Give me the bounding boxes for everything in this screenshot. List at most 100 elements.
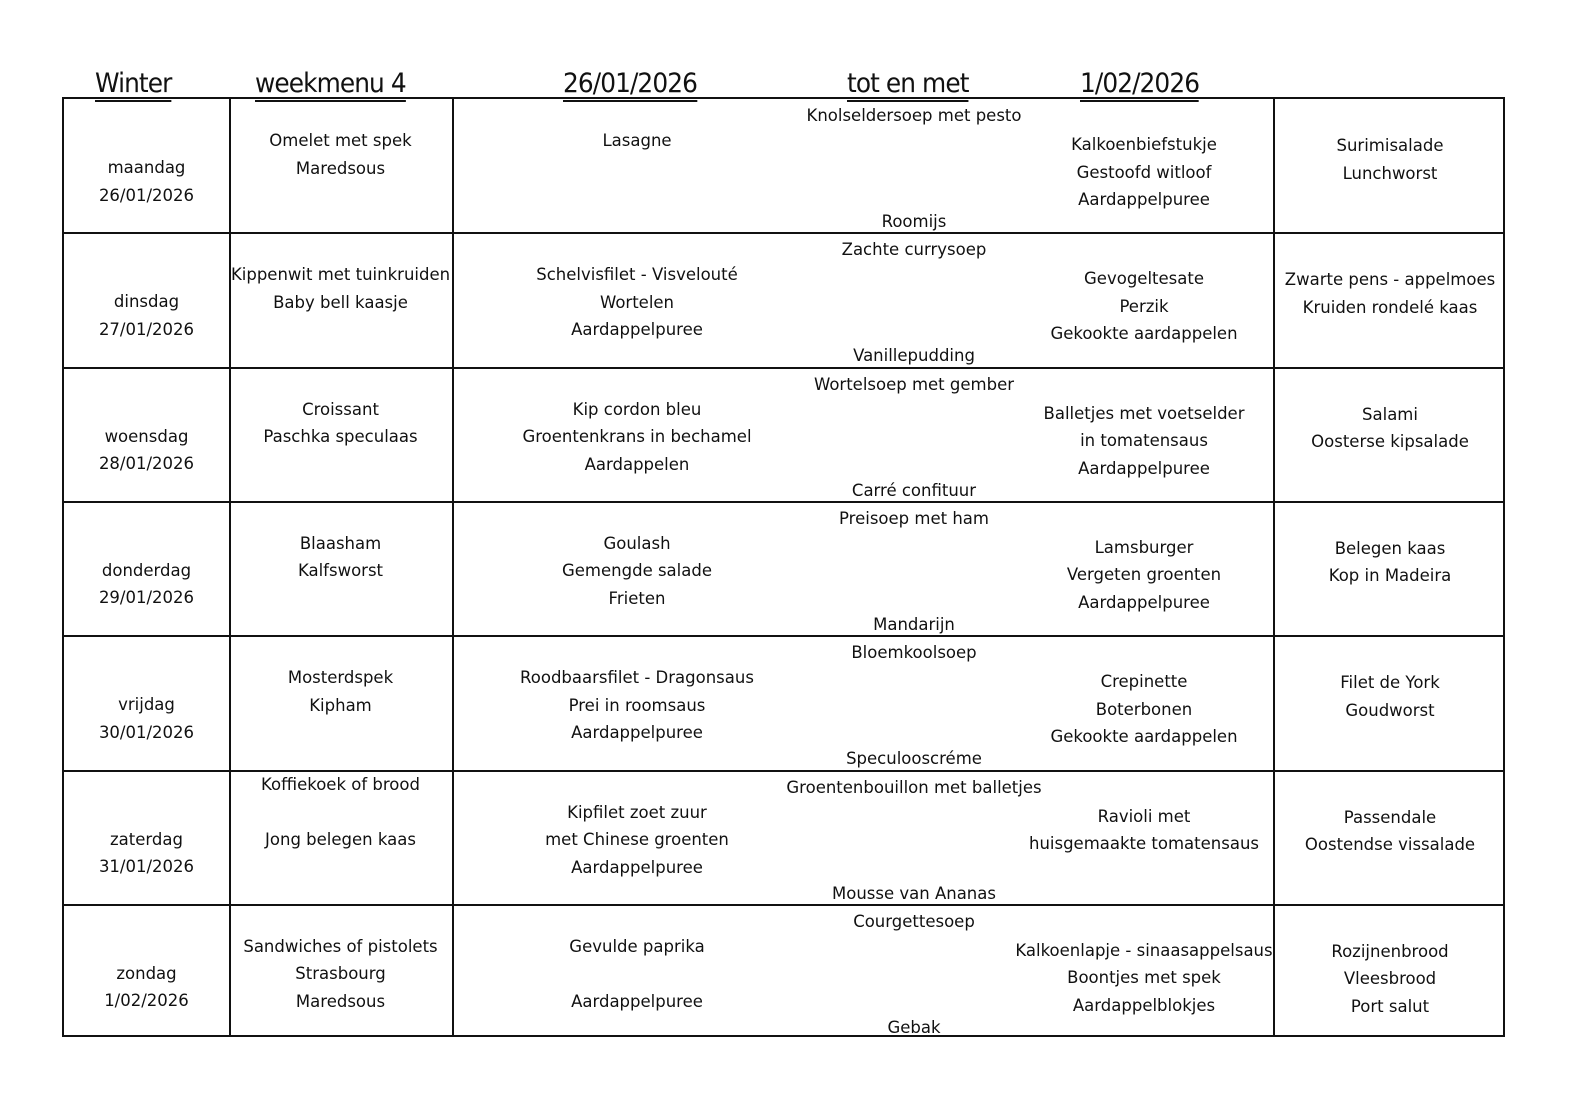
supper-cell-line: Rozijnenbrood (1331, 941, 1449, 961)
evening-cell-line: Aardappelpuree (1078, 592, 1210, 612)
row-divider (64, 232, 1503, 235)
lunch-cell-line: Aardappelpuree (571, 723, 703, 743)
supper-cell-line: Passendale (1343, 807, 1437, 827)
lunch-cell: Lasagne (484, 127, 790, 155)
day-cell-line: 31/01/2026 (98, 857, 195, 876)
evening-cell-line: Gekookte aardappelen (1050, 324, 1238, 344)
evening-cell-line: Crepinette (1100, 672, 1188, 692)
day-cell-line: vrijdag (118, 695, 175, 715)
soup-cell: Wortelsoep met gember (664, 371, 1164, 399)
lunch-cell-line: Aardappelpuree (571, 320, 703, 340)
lunch-cell-line: Gemengde salade (562, 561, 712, 581)
day-cell-line: 1/02/2026 (104, 991, 189, 1011)
end-date: 1/02/2026 (1080, 68, 1200, 102)
row-divider (64, 769, 1503, 772)
evening-cell: Gevogeltesate Perzik Gekookte aardappelen (1004, 265, 1284, 348)
menu-row-vrijdag: vrijdag 30/01/2026 Mosterdspek Kipham Bloemk… (64, 636, 1503, 770)
breakfast-cell-line (229, 798, 452, 826)
dessert-cell-line: Gebak (887, 1017, 941, 1037)
day-cell-line: 27/01/2026 (98, 319, 195, 339)
lunch-cell-line: met Chinese groenten (545, 830, 729, 849)
lunch-cell-line: Lasagne (602, 131, 672, 150)
evening-cell-line: Boontjes met spek (1067, 968, 1221, 988)
dessert-cell: Mousse van Ananas (664, 880, 1164, 908)
breakfast-cell: Koffiekoek of brood Jong belegen kaas (229, 771, 452, 854)
breakfast-cell: Croissant Paschka speculaas (229, 396, 452, 451)
lunch-cell-line: Schelvisfilet - Visvelouté (536, 265, 738, 285)
evening-cell-line: Aardappelblokjes (1072, 995, 1216, 1015)
breakfast-cell-line: Maredsous (295, 991, 386, 1011)
supper-cell-line: Belegen kaas (1334, 538, 1446, 558)
breakfast-cell-line: Blaasham (299, 533, 382, 553)
evening-cell-line: Balletjes met voetselder (1043, 403, 1245, 423)
soup-cell-line: Preisoep met ham (839, 508, 989, 528)
evening-cell: Ravioli met huisgemaakte tomatensaus (1004, 803, 1284, 858)
day-cell-line: donderdag (101, 560, 192, 580)
lunch-cell-line: Gevulde paprika (569, 936, 705, 956)
dessert-cell-line: Roomijs (881, 212, 947, 231)
day-cell: zaterdag 31/01/2026 (64, 826, 229, 881)
breakfast-cell: Kippenwit met tuinkruiden Baby bell kaasj… (229, 261, 452, 316)
dessert-cell: Speculooscréme (664, 745, 1164, 773)
evening-cell-line: in tomatensaus (1080, 431, 1208, 451)
evening-cell-line: Perzik (1119, 296, 1169, 316)
evening-cell-line: Vergeten groenten (1066, 565, 1222, 585)
breakfast-cell-line: Kalfsworst (297, 561, 384, 581)
breakfast-cell-line: Maredsous (295, 158, 386, 178)
soup-cell-line: Courgettesoep (853, 911, 975, 931)
supper-cell: Zwarte pens - appelmoes Kruiden rondelé k… (1275, 266, 1505, 321)
lunch-cell: Goulash Gemengde salade Frieten (484, 530, 790, 613)
supper-cell: Belegen kaas Kop in Madeira (1275, 535, 1505, 590)
season-title: Winter (95, 68, 172, 102)
supper-cell: Rozijnenbrood Vleesbrood Port salut (1275, 938, 1505, 1021)
day-cell-line: zondag (116, 963, 177, 983)
soup-cell: Preisoep met ham (664, 505, 1164, 533)
supper-cell-line: Oostendse vissalade (1304, 835, 1476, 854)
menu-row-woensdag: woensdag 28/01/2026 Croissant Paschka specu… (64, 368, 1503, 502)
menu-row-donderdag: donderdag 29/01/2026 Blaasham Kalfsworst Pre… (64, 502, 1503, 636)
supper-cell-line: Surimisalade (1336, 136, 1444, 155)
breakfast-cell-line: Koffiekoek of brood (261, 774, 420, 794)
lunch-cell-line: Kip cordon bleu (572, 399, 702, 419)
dessert-cell-line: Mousse van Ananas (832, 883, 996, 903)
breakfast-cell: Blaasham Kalfsworst (229, 530, 452, 585)
lunch-cell-line: Aardappelpuree (571, 857, 703, 877)
evening-cell-line: Lamsburger (1094, 537, 1194, 557)
lunch-cell-line: Wortelen (599, 292, 675, 312)
dessert-cell-line: Vanillepudding (853, 346, 975, 366)
evening-cell-line: Kalkoenbiefstukje (1071, 135, 1217, 154)
day-cell-line: 29/01/2026 (98, 588, 195, 608)
until-label: tot en met (847, 68, 969, 102)
day-cell-line: 26/01/2026 (98, 185, 195, 205)
evening-cell-line: Kalkoenlapje - sinaasappelsaus (1015, 940, 1273, 960)
start-date: 26/01/2026 (563, 68, 698, 102)
menu-row-zaterdag: zaterdag 31/01/2026 Koffiekoek of brood Jon… (64, 771, 1503, 905)
menu-title: weekmenu 4 (255, 68, 407, 102)
evening-cell-line: Boterbonen (1095, 699, 1193, 719)
soup-cell-line: Zachte currysoep (841, 240, 987, 260)
breakfast-cell: Omelet met spek Maredsous (229, 127, 452, 182)
lunch-cell: Roodbaarsfilet - Dragonsaus Prei in rooms… (484, 664, 790, 747)
soup-cell: Knolseldersoep met pesto (664, 102, 1164, 130)
day-cell: maandag 26/01/2026 (64, 154, 229, 209)
supper-cell-line: Salami (1362, 404, 1418, 424)
soup-cell-line: Knolseldersoep met pesto (806, 106, 1022, 125)
soup-cell-line: Groentenbouillon met balletjes (786, 777, 1042, 797)
breakfast-cell-line: Sandwiches of pistolets (243, 936, 438, 956)
day-cell-line: dinsdag (113, 292, 180, 312)
lunch-cell-line: Kipfilet zoet zuur (567, 802, 707, 822)
dessert-cell-line: Speculooscréme (846, 749, 982, 769)
supper-cell-line: Zwarte pens - appelmoes (1284, 270, 1496, 290)
lunch-cell-line: Groentenkrans in bechamel (522, 427, 752, 447)
row-divider (64, 500, 1503, 503)
breakfast-cell-line: Baby bell kaasje (273, 292, 408, 312)
supper-cell-line: Filet de York (1340, 673, 1440, 693)
lunch-cell-line: Prei in roomsaus (568, 695, 706, 715)
evening-cell: Kalkoenlapje - sinaasappelsaus Boontjes m… (1004, 937, 1284, 1020)
day-cell: dinsdag 27/01/2026 (64, 288, 229, 343)
lunch-cell-line: Aardappelen (584, 454, 690, 474)
day-cell: vrijdag 30/01/2026 (64, 691, 229, 746)
evening-cell: Balletjes met voetselder in tomatensaus Aa… (1004, 400, 1284, 483)
breakfast-cell-line: Kippenwit met tuinkruiden (230, 265, 451, 285)
soup-cell-line: Bloemkoolsoep (851, 643, 977, 663)
